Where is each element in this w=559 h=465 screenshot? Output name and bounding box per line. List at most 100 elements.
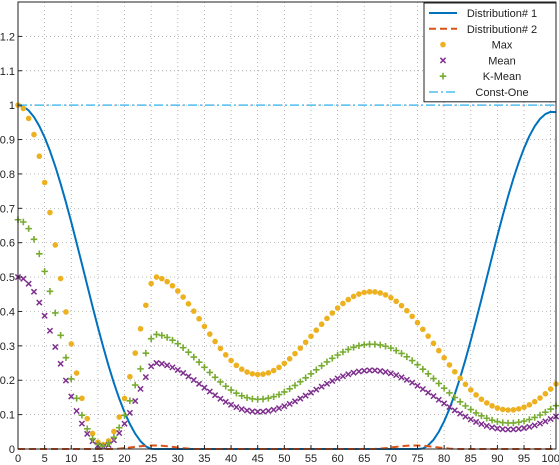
data-point-k-mean (435, 380, 443, 387)
data-point-k-mean (526, 416, 533, 423)
data-point-k-mean (36, 250, 43, 258)
data-point-k-mean (478, 412, 485, 420)
data-point-max (308, 333, 314, 340)
data-point-mean (137, 385, 144, 393)
legend-label-mean: Mean (488, 55, 516, 67)
data-point-mean (297, 395, 304, 402)
data-point-k-mean (243, 394, 251, 401)
data-point-max (409, 313, 415, 320)
legend-label-distribution-1: Distribution# 1 (467, 8, 537, 20)
x-tick-label: 5 (42, 453, 48, 465)
data-point-k-mean (344, 346, 352, 353)
data-point-k-mean (302, 374, 309, 382)
x-tick-label: 90 (491, 453, 503, 465)
data-point-k-mean (78, 411, 86, 419)
data-point-mean (318, 383, 325, 390)
data-point-mean (116, 429, 123, 437)
x-tick-label: 10 (65, 453, 77, 465)
data-point-mean (195, 380, 203, 387)
data-point-k-mean (355, 342, 363, 349)
x-tick-label: 70 (385, 453, 397, 465)
y-tick-label: 0.2 (0, 375, 15, 387)
data-point-max (222, 352, 229, 358)
data-point-k-mean (291, 382, 299, 389)
data-point-mean (164, 362, 171, 369)
data-point-mean (142, 373, 149, 381)
legend-label-const-one: Const-One (475, 87, 528, 99)
data-point-k-mean (403, 353, 411, 361)
data-point-k-mean (115, 424, 123, 431)
data-point-mean (307, 389, 315, 396)
data-point-max (494, 405, 501, 411)
data-point-k-mean (483, 414, 491, 422)
data-point-max (52, 242, 59, 248)
data-point-mean (451, 407, 458, 414)
data-point-mean (387, 370, 395, 377)
data-point-k-mean (312, 366, 320, 374)
data-point-mean (472, 418, 480, 426)
data-point-k-mean (281, 388, 288, 396)
data-point-max (393, 298, 399, 305)
data-point-k-mean (211, 374, 219, 381)
data-point-mean (169, 364, 176, 371)
data-point-k-mean (30, 236, 38, 243)
data-point-k-mean (536, 411, 544, 419)
data-point-max (265, 370, 272, 376)
y-tick-label: 0.8 (0, 169, 15, 181)
data-point-max (89, 430, 96, 437)
data-point-max (63, 309, 69, 315)
data-point-k-mean (51, 309, 59, 317)
data-point-max (302, 339, 309, 346)
data-point-max (31, 131, 37, 138)
data-point-max (20, 105, 27, 112)
data-point-mean (430, 393, 437, 400)
data-point-mean (179, 369, 187, 377)
data-point-k-mean (62, 354, 70, 361)
data-point-k-mean (137, 365, 144, 373)
data-point-mean (73, 407, 80, 415)
data-point-mean (270, 406, 277, 413)
data-point-max (425, 333, 431, 339)
data-point-max (190, 308, 197, 314)
data-point-max (478, 396, 485, 403)
y-tick-label: 0.9 (0, 135, 15, 147)
data-point-max (462, 381, 469, 388)
data-point-mean (174, 366, 181, 374)
data-point-k-mean (73, 395, 80, 402)
y-tick-label: 0.7 (0, 203, 15, 215)
data-point-k-mean (472, 409, 480, 417)
data-point-max (521, 404, 527, 410)
data-point-max (446, 362, 453, 368)
data-point-max (196, 315, 202, 322)
data-point-k-mean (201, 363, 208, 371)
data-point-max (329, 310, 336, 316)
data-point-k-mean (430, 375, 437, 382)
data-point-max (116, 414, 123, 420)
data-point-k-mean (392, 347, 400, 354)
x-tick-label: 80 (438, 453, 450, 465)
data-point-max (505, 407, 511, 413)
data-point-mean (46, 327, 54, 334)
data-point-k-mean (307, 370, 315, 378)
x-tick-label: 50 (278, 453, 290, 465)
data-point-max (515, 406, 522, 412)
data-point-mean (366, 367, 373, 374)
data-point-max (201, 323, 208, 330)
data-point-k-mean (515, 418, 523, 426)
data-point-max (249, 371, 256, 377)
data-point-mean (211, 392, 219, 399)
data-point-max (483, 400, 490, 406)
x-tick-label: 30 (172, 453, 184, 465)
data-point-max (159, 275, 165, 282)
data-point-mean (526, 423, 533, 430)
data-point-max (473, 392, 479, 398)
data-point-max (41, 179, 48, 186)
data-point-k-mean (488, 416, 496, 424)
x-tick-label: 45 (252, 453, 264, 465)
data-point-mean (286, 400, 293, 408)
x-tick-label: 40 (225, 453, 237, 465)
data-point-k-mean (270, 393, 277, 401)
data-point-k-mean (238, 392, 246, 400)
data-point-mean (504, 426, 512, 433)
data-point-k-mean (387, 344, 395, 352)
